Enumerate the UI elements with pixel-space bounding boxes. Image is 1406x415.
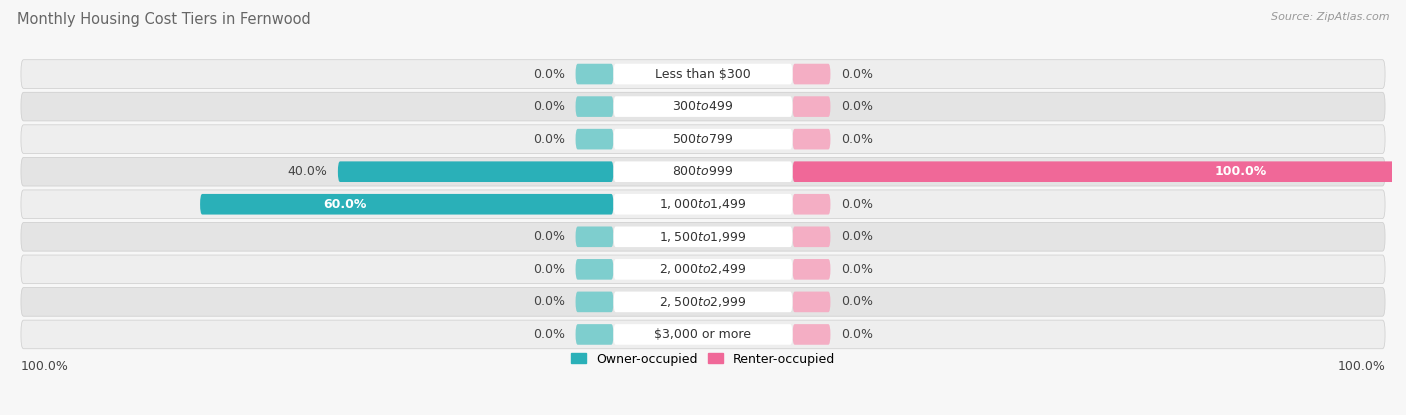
FancyBboxPatch shape: [613, 194, 793, 215]
FancyBboxPatch shape: [575, 129, 613, 149]
Text: Monthly Housing Cost Tiers in Fernwood: Monthly Housing Cost Tiers in Fernwood: [17, 12, 311, 27]
Text: $2,500 to $2,999: $2,500 to $2,999: [659, 295, 747, 309]
Text: 0.0%: 0.0%: [841, 68, 873, 81]
Text: 0.0%: 0.0%: [841, 198, 873, 211]
Text: 0.0%: 0.0%: [533, 68, 565, 81]
Text: 0.0%: 0.0%: [533, 295, 565, 308]
FancyBboxPatch shape: [793, 324, 831, 345]
FancyBboxPatch shape: [21, 60, 1385, 88]
FancyBboxPatch shape: [793, 161, 1406, 182]
FancyBboxPatch shape: [793, 129, 831, 149]
Text: 0.0%: 0.0%: [841, 328, 873, 341]
FancyBboxPatch shape: [575, 324, 613, 345]
FancyBboxPatch shape: [793, 227, 831, 247]
FancyBboxPatch shape: [21, 190, 1385, 219]
FancyBboxPatch shape: [21, 288, 1385, 316]
Text: 40.0%: 40.0%: [288, 165, 328, 178]
Text: 100.0%: 100.0%: [21, 361, 69, 374]
Text: 0.0%: 0.0%: [533, 133, 565, 146]
Text: $500 to $799: $500 to $799: [672, 133, 734, 146]
FancyBboxPatch shape: [613, 259, 793, 280]
FancyBboxPatch shape: [21, 320, 1385, 349]
Text: 0.0%: 0.0%: [533, 263, 565, 276]
Text: Less than $300: Less than $300: [655, 68, 751, 81]
FancyBboxPatch shape: [613, 96, 793, 117]
FancyBboxPatch shape: [21, 92, 1385, 121]
Text: 0.0%: 0.0%: [841, 133, 873, 146]
Legend: Owner-occupied, Renter-occupied: Owner-occupied, Renter-occupied: [567, 348, 839, 371]
FancyBboxPatch shape: [793, 96, 831, 117]
FancyBboxPatch shape: [575, 292, 613, 312]
Text: 100.0%: 100.0%: [1215, 165, 1267, 178]
FancyBboxPatch shape: [613, 64, 793, 84]
FancyBboxPatch shape: [21, 255, 1385, 284]
Text: 0.0%: 0.0%: [533, 328, 565, 341]
FancyBboxPatch shape: [337, 161, 613, 182]
FancyBboxPatch shape: [575, 259, 613, 280]
FancyBboxPatch shape: [575, 64, 613, 84]
Text: 0.0%: 0.0%: [533, 230, 565, 243]
FancyBboxPatch shape: [575, 96, 613, 117]
FancyBboxPatch shape: [613, 161, 793, 182]
FancyBboxPatch shape: [793, 259, 831, 280]
FancyBboxPatch shape: [793, 292, 831, 312]
Text: 100.0%: 100.0%: [1337, 361, 1385, 374]
FancyBboxPatch shape: [613, 129, 793, 149]
Text: Source: ZipAtlas.com: Source: ZipAtlas.com: [1271, 12, 1389, 22]
Text: $300 to $499: $300 to $499: [672, 100, 734, 113]
FancyBboxPatch shape: [793, 194, 831, 215]
FancyBboxPatch shape: [613, 292, 793, 312]
Text: $3,000 or more: $3,000 or more: [655, 328, 751, 341]
Text: $1,500 to $1,999: $1,500 to $1,999: [659, 230, 747, 244]
FancyBboxPatch shape: [793, 64, 831, 84]
FancyBboxPatch shape: [21, 125, 1385, 154]
FancyBboxPatch shape: [613, 324, 793, 345]
FancyBboxPatch shape: [575, 227, 613, 247]
FancyBboxPatch shape: [21, 157, 1385, 186]
Text: 60.0%: 60.0%: [323, 198, 367, 211]
Text: 0.0%: 0.0%: [841, 295, 873, 308]
Text: 0.0%: 0.0%: [841, 100, 873, 113]
FancyBboxPatch shape: [613, 227, 793, 247]
Text: 0.0%: 0.0%: [533, 100, 565, 113]
Text: $2,000 to $2,499: $2,000 to $2,499: [659, 262, 747, 276]
Text: $800 to $999: $800 to $999: [672, 165, 734, 178]
Text: 0.0%: 0.0%: [841, 263, 873, 276]
Text: $1,000 to $1,499: $1,000 to $1,499: [659, 197, 747, 211]
FancyBboxPatch shape: [200, 194, 613, 215]
Text: 0.0%: 0.0%: [841, 230, 873, 243]
FancyBboxPatch shape: [21, 222, 1385, 251]
